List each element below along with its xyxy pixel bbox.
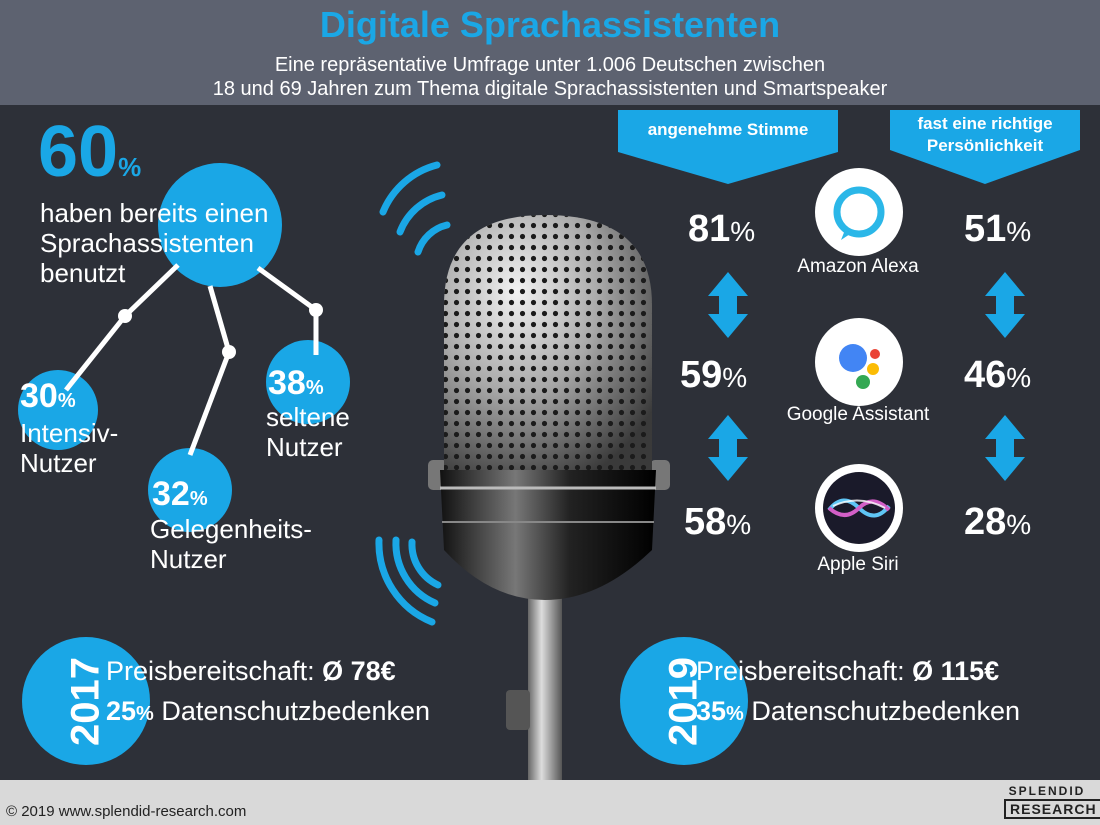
percent-sign: % <box>1006 509 1032 540</box>
logo-line-1: SPLENDID <box>1008 784 1086 798</box>
occasional-label: Gelegenheits- Nutzer <box>150 514 312 574</box>
intensive-label: Intensiv- Nutzer <box>20 418 118 478</box>
percent-sign: % <box>57 390 76 412</box>
occasional-circle <box>148 448 232 532</box>
intensive-value: 30% <box>20 377 76 416</box>
intensive-label-line: Nutzer <box>20 448 97 478</box>
usage-main-label-line: haben bereits einen <box>40 198 269 228</box>
privacy-2017-label: Datenschutzbedenken <box>161 696 431 726</box>
price-2017-label: Preisbereitschaft: <box>106 656 315 686</box>
persoenlichkeit-alexa-number: 51 <box>964 208 1007 250</box>
persoenlichkeit-siri: 28% <box>964 501 1031 544</box>
year-2017-label: 2017 <box>63 657 108 746</box>
percent-sign: % <box>722 362 748 393</box>
persoenlichkeit-google-number: 46 <box>964 354 1007 396</box>
brand-google: Google Assistant <box>786 404 930 425</box>
usage-main-label: haben bereits einen Sprachassistenten be… <box>40 198 268 288</box>
google-assistant-icon <box>815 318 903 406</box>
privacy-2019-number: 35 <box>696 696 727 726</box>
usage-main-number: 60 <box>38 112 119 192</box>
stimme-alexa: 81% <box>688 208 755 251</box>
stimme-siri: 58% <box>684 501 751 544</box>
double-arrow-icon <box>708 272 1025 481</box>
usage-tree-lines <box>64 263 319 456</box>
page-title: Digitale Sprachassistenten <box>319 4 781 45</box>
year-2019-badge: 2019 <box>620 637 748 765</box>
rare-label-line: Nutzer <box>266 432 343 462</box>
copyright-text: © 2019 www.splendid-research.com <box>6 803 247 820</box>
subtitle-line-2: 18 und 69 Jahren zum Thema digitale Spra… <box>212 78 888 100</box>
price-2017-value: Ø 78€ <box>322 656 396 686</box>
col1-header: angenehme Stimme <box>647 120 809 139</box>
price-2019-value: Ø 115€ <box>912 656 1000 686</box>
stimme-google-number: 59 <box>680 354 723 396</box>
percent-sign: % <box>189 488 208 510</box>
percent-sign: % <box>136 703 154 725</box>
usage-main-circle <box>158 163 282 287</box>
occasional-value: 32% <box>152 475 208 514</box>
usage-main-label-line: benutzt <box>40 258 126 288</box>
privacy-2019-label: Datenschutzbedenken <box>751 696 1021 726</box>
usage-main-label-line: Sprachassistenten <box>40 228 254 258</box>
percent-sign: % <box>118 152 142 182</box>
stimme-alexa-number: 81 <box>688 208 731 250</box>
privacy-2017: 25% Datenschutzbedenken <box>106 696 430 727</box>
privacy-2017-number: 25 <box>106 696 137 726</box>
price-2019-label: Preisbereitschaft: <box>696 656 905 686</box>
amazon-alexa-icon <box>815 168 903 256</box>
price-2019: Preisbereitschaft: Ø 115€ <box>696 656 999 687</box>
usage-tree-nodes <box>118 303 323 359</box>
occasional-label-line: Gelegenheits- <box>150 514 312 544</box>
persoenlichkeit-google: 46% <box>964 354 1031 397</box>
apple-siri-icon <box>815 464 903 552</box>
rare-value: 38% <box>268 364 324 403</box>
year-2017-badge: 2017 <box>22 637 150 765</box>
splendid-research-logo: SPLENDID RESEARCH <box>1004 784 1100 819</box>
usage-main-value: 60% <box>38 112 141 207</box>
ribbon-persoenlichkeit <box>890 110 1080 184</box>
persoenlichkeit-alexa: 51% <box>964 208 1031 251</box>
percent-sign: % <box>1006 362 1032 393</box>
stimme-google: 59% <box>680 354 747 397</box>
subtitle-line-1: Eine repräsentative Umfrage unter 1.006 … <box>274 54 826 76</box>
rare-circle <box>266 340 350 424</box>
intensive-circle <box>18 370 98 450</box>
col2-header-line: fast eine richtige <box>917 114 1053 133</box>
rare-label-line: seltene <box>266 402 350 432</box>
page-subtitle: Eine repräsentative Umfrage unter 1.006 … <box>0 53 1100 101</box>
price-2017: Preisbereitschaft: Ø 78€ <box>106 656 396 687</box>
col2-header: fast eine richtige Persönlichkeit <box>890 113 1080 157</box>
header: Digitale Sprachassistenten Eine repräsen… <box>0 0 1100 105</box>
percent-sign: % <box>305 377 324 399</box>
intensive-label-line: Intensiv- <box>20 418 119 448</box>
occasional-label-line: Nutzer <box>150 544 227 574</box>
percent-sign: % <box>730 216 756 247</box>
percent-sign: % <box>1006 216 1032 247</box>
brand-siri: Apple Siri <box>817 554 899 575</box>
percent-sign: % <box>726 703 744 725</box>
intensive-number: 30 <box>20 377 58 415</box>
privacy-2019: 35% Datenschutzbedenken <box>696 696 1020 727</box>
footer: © 2019 www.splendid-research.com SPLENDI… <box>0 780 1100 825</box>
brand-alexa: Amazon Alexa <box>797 256 919 277</box>
microphone-icon <box>428 215 670 780</box>
occasional-number: 32 <box>152 475 190 513</box>
persoenlichkeit-siri-number: 28 <box>964 501 1007 543</box>
stimme-siri-number: 58 <box>684 501 727 543</box>
sound-wave-icon <box>375 161 451 626</box>
rare-label: seltene Nutzer <box>266 402 350 462</box>
col2-header-line: Persönlichkeit <box>926 136 1044 155</box>
logo-line-2: RESEARCH <box>1004 799 1100 819</box>
percent-sign: % <box>726 509 752 540</box>
ribbon-stimme <box>618 110 838 184</box>
rare-number: 38 <box>268 364 306 402</box>
